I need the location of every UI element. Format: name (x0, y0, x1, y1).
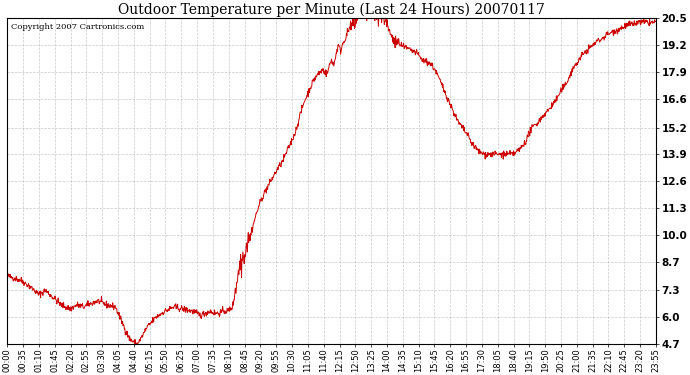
Text: Copyright 2007 Cartronics.com: Copyright 2007 Cartronics.com (10, 23, 144, 31)
Title: Outdoor Temperature per Minute (Last 24 Hours) 20070117: Outdoor Temperature per Minute (Last 24 … (118, 3, 545, 17)
